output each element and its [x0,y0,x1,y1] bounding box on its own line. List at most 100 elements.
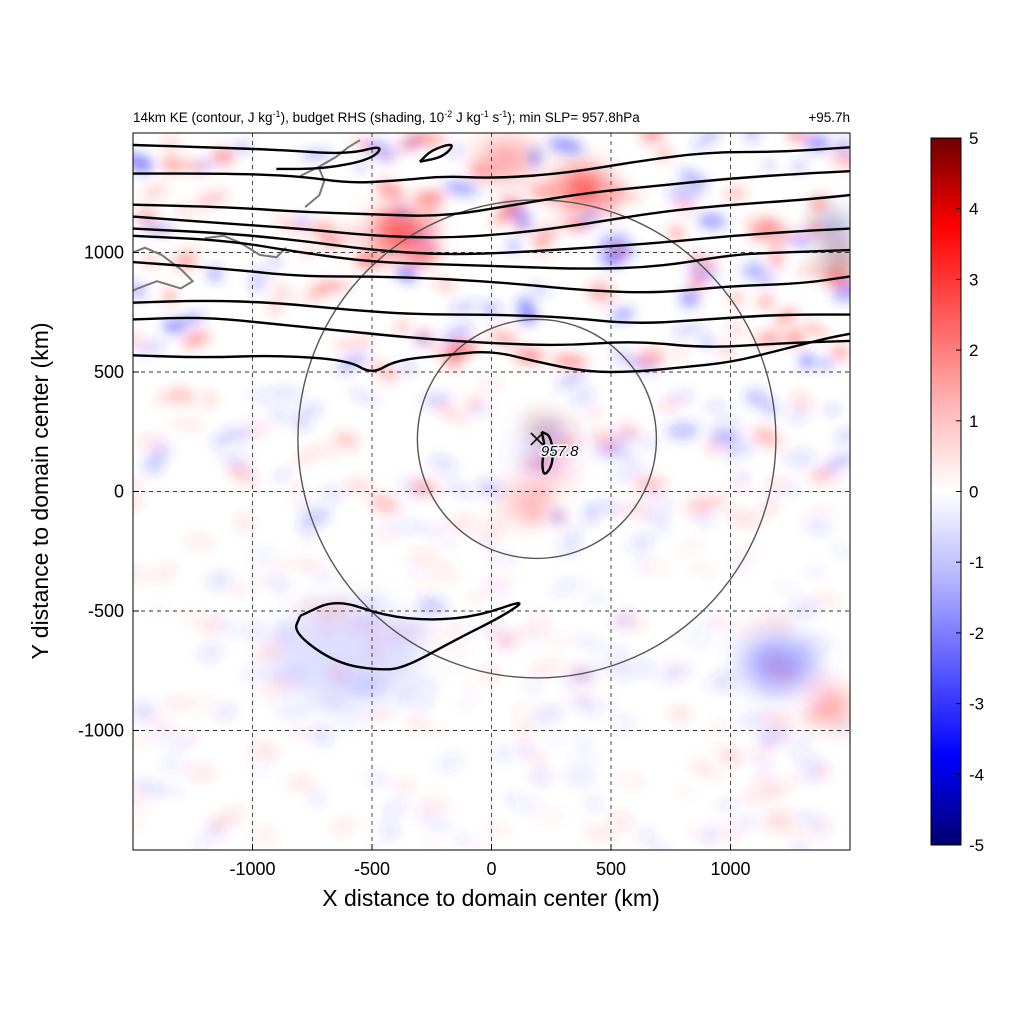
shading-streak [194,836,208,850]
shading-streak [141,183,167,200]
shading-streak [716,800,739,810]
shading-streak [724,633,740,648]
coastline-segment [304,168,326,208]
shading-streak [529,659,562,677]
shading-streak [765,710,789,725]
shading-streak [161,755,183,773]
shading-streak [515,799,542,813]
shading-streak [583,594,611,605]
ke-contour-layer [133,143,850,671]
shading-streak [794,813,829,826]
shading-streak [533,755,549,771]
shading-streak [622,451,636,464]
shading-streak [685,497,708,516]
shading-streak [349,389,379,405]
shading-streak [543,634,569,646]
shading-streak [665,422,701,440]
shading-streak [552,354,588,369]
shading-streak [792,160,807,172]
shading-streak [497,208,511,221]
shading-streak [376,180,403,200]
shading-streak [170,419,207,430]
shading-streak [679,664,692,675]
shading-streak [504,793,520,804]
shading-streak [797,233,810,242]
shading-streak [300,151,315,160]
shading-streak [133,699,159,718]
shading-streak [211,808,245,828]
shading-streak [528,183,559,200]
shading-streak [411,133,446,148]
shading-streak [678,631,691,640]
shading-streak [304,282,333,301]
shading-streak [570,694,601,716]
shading-streak [750,773,770,786]
colorbar-tick-label: 5 [969,129,978,148]
colorbar-tick-label: -1 [969,553,984,572]
shading-streak [294,446,324,464]
shading-streak [563,767,596,786]
shading-streak [665,706,685,717]
shading-streak [435,519,450,529]
shading-streak [251,651,283,665]
shading-streak [678,786,693,797]
shading-streak [793,752,826,770]
shading-streak [366,711,395,721]
shading-streak [133,820,145,832]
shading-streak [210,427,243,447]
shading-streak [220,450,253,471]
shading-streak [784,450,816,468]
shading-streak [593,500,623,514]
shading-streak [440,324,473,343]
shading-streak [772,580,803,599]
y-tick-label: -500 [88,601,124,621]
shading-streak [639,511,672,523]
shading-streak [369,493,400,514]
shading-streak [268,407,291,422]
shading-streak [556,372,587,388]
shading-streak [152,786,185,795]
shading-streak [697,214,727,229]
shading-streak [273,388,304,398]
shading-streak [417,692,432,710]
shading-streak [612,465,646,481]
shading-streak [803,322,827,337]
shading-streak [380,375,394,385]
shading-streak [455,625,475,640]
ke-contour [133,299,850,324]
shading-streak [151,564,177,582]
shading-streak [297,404,324,416]
shading-streak [803,568,825,575]
colorbar-tick-label: 4 [969,200,978,219]
ke-contour [133,143,381,171]
shading-streak [388,632,415,649]
y-tick-label: -1000 [78,721,124,741]
shading-streak [773,309,798,324]
shading-streak [617,423,640,437]
colorbar-tick-label: -5 [969,836,984,855]
shading-streak [524,507,543,524]
shading-streak [529,769,552,784]
shading-streak [775,822,804,836]
shading-streak [198,617,222,635]
shading-streak [413,521,445,539]
shading-streak [462,684,477,695]
shading-streak [331,818,355,834]
shading-streak [792,840,809,850]
shading-streak [150,605,165,614]
shading-streak [243,423,271,434]
shading-streak [831,345,849,360]
colorbar-tick-label: -2 [969,624,984,643]
shading-streak [206,571,233,590]
shading-streak [573,634,604,652]
shading-streak [832,282,850,302]
shading-streak [273,699,287,713]
shading-streak [553,511,566,523]
x-tick-label: 500 [596,859,626,879]
shading-streak [572,754,601,763]
shading-streak [274,558,293,572]
shading-streak [342,479,373,492]
shading-streak [548,733,562,745]
shading-streak [476,536,496,544]
